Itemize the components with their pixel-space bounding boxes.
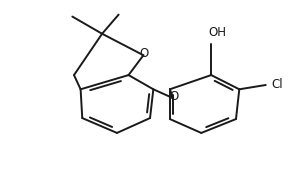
Text: O: O bbox=[169, 90, 178, 103]
Text: OH: OH bbox=[209, 26, 227, 39]
Text: Cl: Cl bbox=[271, 78, 283, 91]
Text: O: O bbox=[140, 47, 149, 60]
